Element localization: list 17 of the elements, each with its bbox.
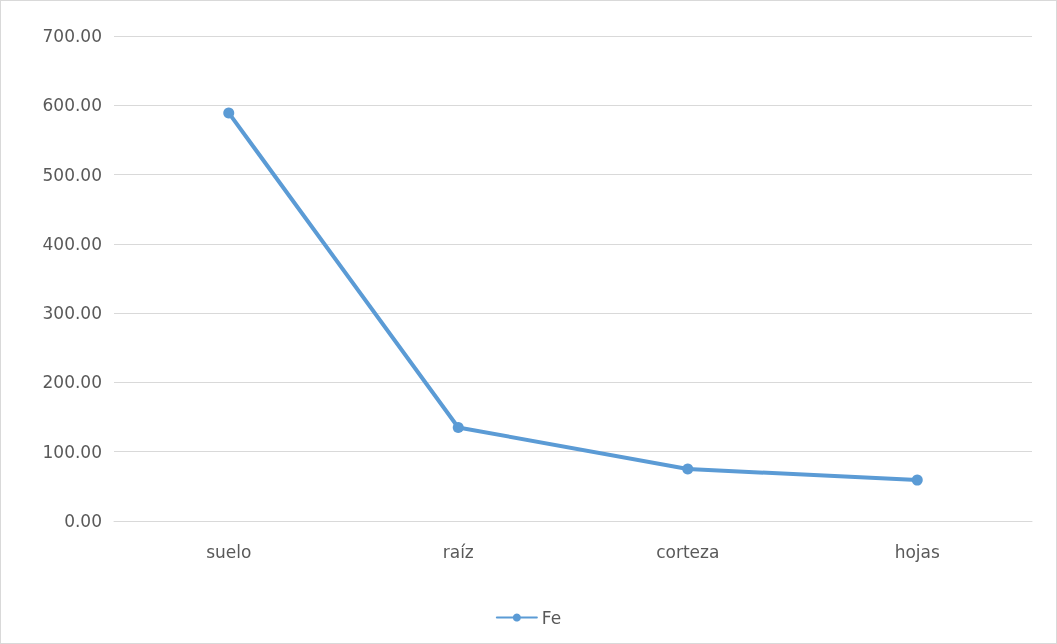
y-tick-label: 500.00 bbox=[42, 164, 102, 185]
x-tick-label: corteza bbox=[656, 541, 720, 562]
x-tick-label: raíz bbox=[442, 541, 474, 562]
y-tick-label: 200.00 bbox=[42, 372, 102, 393]
y-tick-label: 0.00 bbox=[64, 511, 102, 531]
point bbox=[911, 474, 923, 486]
y-tick-label: 600.00 bbox=[42, 95, 102, 116]
y-tick-label: 100.00 bbox=[42, 441, 102, 462]
x-tick-label: suelo bbox=[206, 541, 252, 562]
y-tick-label: 400.00 bbox=[42, 233, 102, 254]
legend-label: Fe bbox=[541, 607, 562, 628]
point bbox=[682, 463, 694, 475]
point bbox=[452, 421, 464, 433]
x-tick-label: hojas bbox=[894, 541, 940, 562]
y-tick-label: 300.00 bbox=[42, 303, 102, 324]
point bbox=[223, 107, 235, 119]
y-tick-label: 700.00 bbox=[42, 26, 102, 46]
